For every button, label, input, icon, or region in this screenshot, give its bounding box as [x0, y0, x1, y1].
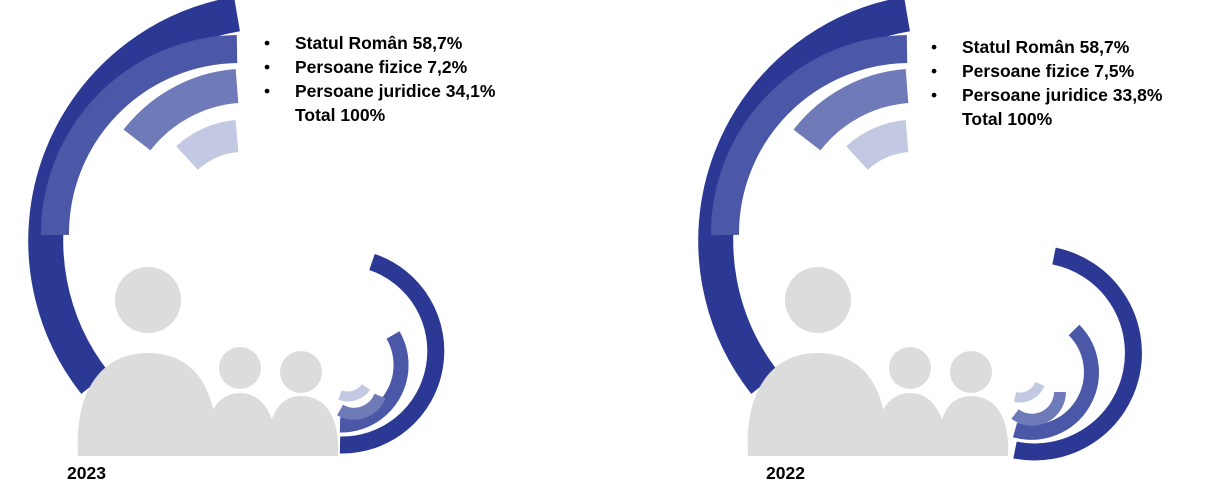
small-ring-outer: [339, 253, 445, 454]
small-ring-middle: [1012, 324, 1099, 440]
bullet-icon: •: [931, 61, 938, 81]
person-small-body-1: [204, 393, 277, 456]
ring-inner: [793, 69, 909, 151]
bullet-icon: •: [264, 57, 271, 77]
legend-item: • Persoane fizice 7,2%: [262, 55, 495, 79]
chart-2023: • Statul Român 58,7% • Persoane fizice 7…: [0, 0, 600, 483]
legend: • Statul Român 58,7% • Persoane fizice 7…: [262, 31, 495, 127]
person-small-head-1: [219, 347, 261, 389]
ring-innermost: [846, 120, 909, 171]
legend-item: • Statul Român 58,7%: [929, 35, 1162, 59]
legend-label: Persoane juridice 33,8%: [962, 85, 1163, 105]
ring-middle: [40, 35, 238, 236]
legend-total: Total 100%: [962, 109, 1053, 129]
ring-innermost: [176, 120, 239, 171]
small-ring-innermost: [338, 383, 371, 402]
person-small-head-2: [280, 351, 322, 393]
legend-label: Statul Român 58,7%: [962, 37, 1130, 57]
bullet-icon: •: [264, 81, 271, 101]
small-ring-inner: [1011, 391, 1066, 426]
ring-inner: [123, 69, 239, 151]
legend-label: Persoane fizice 7,2%: [295, 57, 468, 77]
person-large-head: [785, 267, 851, 333]
chart-title: 2023: [67, 463, 106, 483]
small-ring-innermost: [1013, 381, 1045, 403]
people-icon: [747, 267, 1009, 456]
person-large-body: [747, 353, 887, 456]
outer-ring-arcs: [698, 0, 910, 394]
small-ring-middle: [339, 331, 409, 433]
person-small-head-1: [889, 347, 931, 389]
bullet-icon: •: [264, 33, 271, 53]
legend-item: • Persoane juridice 34,1%: [262, 79, 495, 103]
chart-title: 2022: [766, 463, 805, 483]
small-ring-inner: [337, 393, 386, 420]
legend-label: Persoane juridice 34,1%: [295, 81, 496, 101]
decorative-rings-graphic: [698, 0, 1142, 461]
bullet-icon: •: [931, 37, 938, 57]
small-ring-arcs: [337, 253, 445, 454]
decorative-rings-graphic: [28, 0, 445, 456]
person-small-head-2: [950, 351, 992, 393]
person-large-head: [115, 267, 181, 333]
ring-middle: [710, 35, 908, 236]
outer-ring-arcs: [28, 0, 240, 394]
legend-item: • Persoane juridice 33,8%: [929, 83, 1162, 107]
person-large-body: [77, 353, 217, 456]
people-icon: [77, 267, 339, 456]
legend-total: Total 100%: [295, 105, 386, 125]
legend-label: Persoane fizice 7,5%: [962, 61, 1135, 81]
bullet-icon: •: [931, 85, 938, 105]
legend-label: Statul Român 58,7%: [295, 33, 463, 53]
chart-2022: • Statul Român 58,7% • Persoane fizice 7…: [670, 0, 1213, 483]
legend-item: • Statul Român 58,7%: [262, 31, 495, 55]
person-small-body-2: [267, 396, 339, 456]
legend: • Statul Român 58,7% • Persoane fizice 7…: [929, 35, 1162, 131]
person-small-body-2: [937, 396, 1009, 456]
small-ring-arcs: [1011, 247, 1142, 461]
small-ring-outer: [1013, 247, 1142, 461]
person-small-body-1: [874, 393, 947, 456]
legend-item: • Persoane fizice 7,5%: [929, 59, 1162, 83]
